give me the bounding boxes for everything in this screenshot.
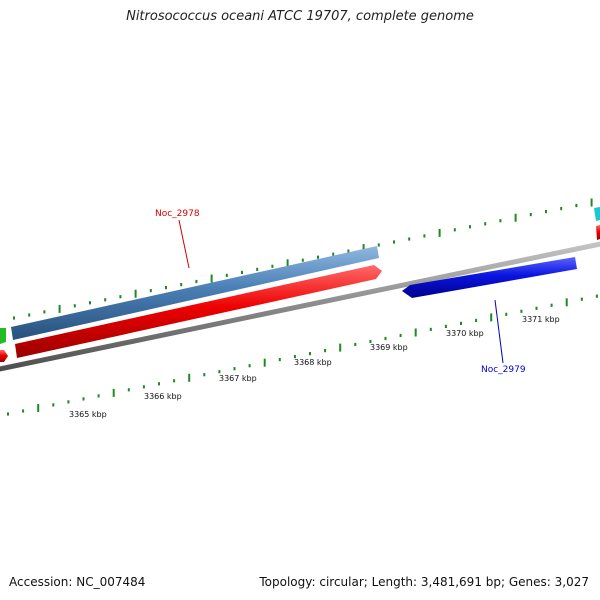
leader-line-noc-2978 (178, 219, 190, 269)
edge-gene-green[interactable] (0, 328, 6, 344)
scale-label: 3367 kbp (219, 374, 257, 383)
cds-feature-bar[interactable] (11, 246, 379, 340)
scale-label: 3371 kbp (522, 315, 560, 324)
gene-label-noc-2979[interactable]: Noc_2979 (481, 365, 526, 375)
accession-text: Accession: NC_007484 (9, 575, 146, 589)
genome-backbone (0, 241, 600, 372)
gene-label-noc-2978[interactable]: Noc_2978 (155, 209, 200, 219)
scale-label: 3370 kbp (446, 329, 484, 338)
scale-label: 3365 kbp (69, 410, 107, 419)
scale-labels: 3365 kbp 3366 kbp 3367 kbp 3368 kbp 3369… (69, 315, 560, 419)
scale-label: 3369 kbp (370, 343, 408, 352)
lower-tick-track (7, 294, 598, 416)
genome-title: Nitrosococcus oceani ATCC 19707, complet… (126, 9, 474, 24)
gene-arrow-noc-2978[interactable] (15, 265, 382, 358)
upper-tick-track (13, 198, 593, 320)
edge-gene-red-right[interactable] (596, 225, 600, 240)
scale-label: 3366 kbp (144, 392, 182, 401)
scale-label: 3368 kbp (294, 358, 332, 367)
edge-gene-red-left[interactable] (0, 350, 8, 362)
edge-gene-cyan[interactable] (594, 207, 600, 221)
gene-arrow-noc-2979[interactable] (402, 257, 577, 298)
leader-line-noc-2979 (494, 299, 504, 364)
genome-summary-text: Topology: circular; Length: 3,481,691 bp… (259, 575, 589, 589)
